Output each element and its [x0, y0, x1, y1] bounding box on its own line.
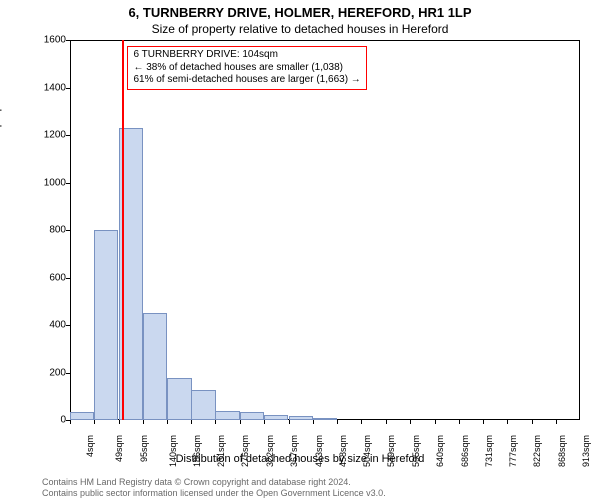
y-tick-mark — [66, 88, 70, 89]
annotation-line: 6 TURNBERRY DRIVE: 104sqm — [133, 49, 360, 62]
x-tick-label: 49sqm — [114, 435, 124, 462]
histogram-bar — [289, 416, 313, 420]
chart-container: 6, TURNBERRY DRIVE, HOLMER, HEREFORD, HR… — [0, 0, 600, 500]
y-tick-mark — [66, 183, 70, 184]
x-tick-mark — [143, 420, 144, 424]
y-tick-label: 800 — [49, 225, 66, 236]
x-tick-label: 504sqm — [362, 435, 372, 467]
x-tick-mark — [410, 420, 411, 424]
x-tick-mark — [361, 420, 362, 424]
property-marker-line — [122, 40, 124, 420]
x-tick-label: 868sqm — [557, 435, 567, 467]
x-tick-mark — [191, 420, 192, 424]
x-tick-label: 595sqm — [411, 435, 421, 467]
y-tick-label: 200 — [49, 367, 66, 378]
footer-attribution: Contains HM Land Registry data © Crown c… — [42, 477, 386, 498]
x-tick-label: 322sqm — [265, 435, 275, 467]
y-tick-mark — [66, 230, 70, 231]
y-tick-mark — [66, 278, 70, 279]
x-tick-label: 458sqm — [338, 435, 348, 467]
chart-title-sub: Size of property relative to detached ho… — [0, 22, 600, 36]
x-tick-mark — [532, 420, 533, 424]
histogram-bar — [167, 378, 191, 420]
y-tick-label: 400 — [49, 320, 66, 331]
annotation-line: 61% of semi-detached houses are larger (… — [133, 74, 360, 87]
chart-title-main: 6, TURNBERRY DRIVE, HOLMER, HEREFORD, HR… — [0, 5, 600, 20]
x-tick-label: 4sqm — [85, 435, 95, 457]
histogram-bar — [215, 411, 239, 421]
x-tick-mark — [435, 420, 436, 424]
y-tick-label: 600 — [49, 272, 66, 283]
x-tick-label: 549sqm — [386, 435, 396, 467]
x-tick-label: 186sqm — [192, 435, 202, 467]
x-tick-label: 686sqm — [460, 435, 470, 467]
y-tick-label: 1000 — [44, 177, 66, 188]
histogram-bar — [191, 390, 215, 420]
x-tick-label: 367sqm — [289, 435, 299, 467]
x-tick-label: 276sqm — [240, 435, 250, 467]
histogram-bar — [240, 412, 264, 420]
x-tick-mark — [94, 420, 95, 424]
x-tick-mark — [167, 420, 168, 424]
x-tick-mark — [507, 420, 508, 424]
histogram-bar — [143, 313, 167, 420]
annotation-box: 6 TURNBERRY DRIVE: 104sqm← 38% of detach… — [127, 46, 366, 90]
x-tick-label: 640sqm — [435, 435, 445, 467]
x-tick-label: 731sqm — [484, 435, 494, 467]
x-tick-label: 231sqm — [216, 435, 226, 467]
x-tick-mark — [264, 420, 265, 424]
x-tick-label: 413sqm — [314, 435, 324, 467]
x-tick-mark — [386, 420, 387, 424]
x-tick-mark — [119, 420, 120, 424]
histogram-bar — [70, 412, 94, 420]
x-tick-mark — [556, 420, 557, 424]
footer-line1: Contains HM Land Registry data © Crown c… — [42, 477, 386, 487]
y-tick-label: 1400 — [44, 82, 66, 93]
x-tick-mark — [240, 420, 241, 424]
y-tick-mark — [66, 40, 70, 41]
x-tick-label: 822sqm — [532, 435, 542, 467]
y-axis-label: Number of detached properties — [0, 78, 2, 230]
y-tick-mark — [66, 373, 70, 374]
x-tick-mark — [459, 420, 460, 424]
x-tick-mark — [215, 420, 216, 424]
x-tick-mark — [313, 420, 314, 424]
y-tick-label: 1200 — [44, 130, 66, 141]
y-tick-mark — [66, 135, 70, 136]
x-tick-mark — [289, 420, 290, 424]
y-tick-mark — [66, 325, 70, 326]
x-tick-label: 913sqm — [581, 435, 591, 467]
x-tick-mark — [70, 420, 71, 424]
footer-line2: Contains public sector information licen… — [42, 488, 386, 498]
histogram-bar — [94, 230, 118, 420]
x-tick-label: 95sqm — [139, 435, 149, 462]
x-tick-mark — [483, 420, 484, 424]
annotation-line: ← 38% of detached houses are smaller (1,… — [133, 62, 360, 75]
x-tick-mark — [337, 420, 338, 424]
x-tick-label: 777sqm — [508, 435, 518, 467]
y-tick-label: 1600 — [44, 35, 66, 46]
x-tick-label: 140sqm — [168, 435, 178, 467]
histogram-bar — [313, 418, 337, 420]
histogram-bar — [264, 415, 288, 420]
